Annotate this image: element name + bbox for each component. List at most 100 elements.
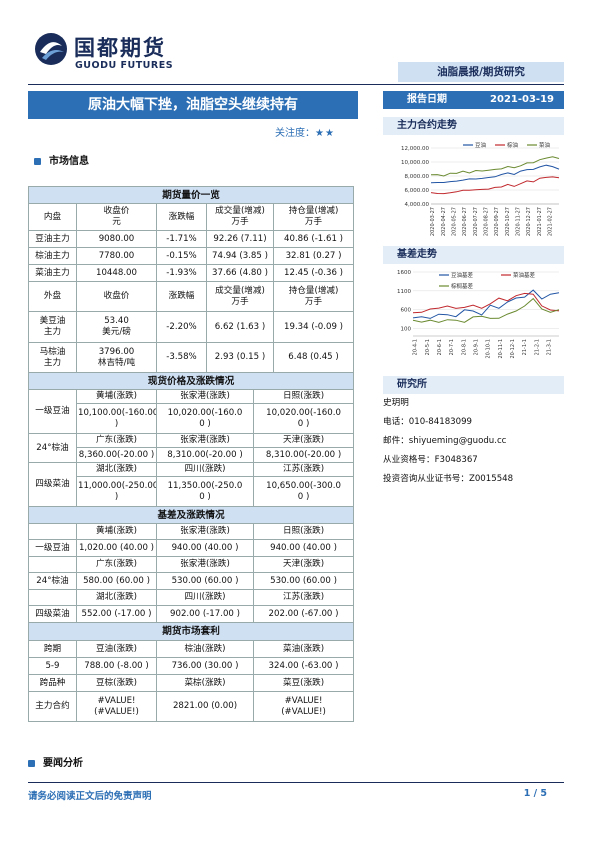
basis-trend-heading: 基差走势 [383,246,564,264]
x-tick-label: 20-10-1 [486,339,492,359]
header-domestic: 内盘 [28,203,77,231]
x-tick-label: 2020-10-27 [505,207,511,236]
main-contract-trend-heading: 主力合约走势 [383,117,564,135]
series-line-1 [430,176,560,195]
basis-chart: 100 600 1100 1600 20-4-1 20-5-1 20-6-1 20-7-1 2… [397,270,560,359]
header-change: 涨跌幅 [156,203,207,231]
legend-label: 豆油基差 [451,271,474,279]
series-line-1 [412,292,560,314]
x-tick-label: 2020-11-27 [516,207,522,236]
table-row: 马棕油 主力 3796.00 林吉特/吨 -3.58% 2.93 (0.15 ) 6… [28,342,355,373]
x-tick-label: 20-9-1 [473,339,479,355]
brand-name-en: GUODU FUTURES [75,60,174,71]
table-row: 主力合约 #VALUE! (#VALUE!) 2821.00 (0.00) #VA… [28,691,355,722]
x-tick-label: 21-1-1 [522,339,528,355]
x-tick-label: 2020-04-27 [441,207,447,236]
y-tick-label: 10,000.00 [401,160,429,166]
attention-label: 关注度： [275,128,315,139]
brand-name-cn: 国都期货 [74,36,166,60]
header-oi: 持仓量(增减) 万手 [272,203,355,231]
x-tick-label: 20-4-1 [413,339,419,355]
researcher-email[interactable]: 邮件：shiyueming@guodu.cc [383,436,507,446]
x-tick-label: 20-8-1 [461,339,467,355]
table-row: 10,100.00(-160.00) 10,020.00(-160.0 0 ) 1… [29,403,355,434]
attention-rating: 关注度：★★ [275,124,335,139]
legend-label: 豆油 [475,141,487,149]
series-line-2 [430,156,560,177]
arbitrage-title: 期货市场套利 [27,622,355,641]
y-tick-label: 600 [401,308,412,314]
x-tick-label: 21-3-1 [546,339,552,355]
x-tick-label: 20-6-1 [437,339,443,355]
researcher-phone: 电话：010-84183099 [383,417,473,427]
guodu-logo-icon [35,33,67,65]
x-tick-label: 20-7-1 [449,339,455,355]
table-row: 5-9 788.00 (-8.00 ) 736.00 (30.00 ) 324.00 … [28,657,355,675]
researcher-advisor: 投资咨询从业证书号：Z0015548 [383,474,514,484]
table-row: 24°棕油 580.00 (60.00 ) 530.00 (60.00 ) 530.0… [28,572,355,590]
table-row: 豆油主力 9080.00 -1.71% 92.26 (7.11) 40.86 (-1.6… [28,230,355,248]
table-row: 四级菜油 552.00 (-17.00 ) 902.00 (-17.00 ) 202.… [28,605,355,623]
researcher-info: 史玥明 电话：010-84183099 邮件：shiyueming@guodu.… [383,394,564,489]
spot-title: 现货价格及涨跌情况 [27,372,355,390]
main-contract-chart: 4,000.00 6,000.00 8,000.00 10,000.00 12,000.… [401,141,560,236]
table-row: 棕油主力 7780.00 -0.15% 74.94 (3.85 ) 32.81 (0.2… [28,247,355,265]
table-row: 一级豆油 1,020.00 (40.00 ) 940.00 (40.00 ) 940.… [28,539,355,557]
y-tick-label: 6,000.00 [405,188,430,194]
x-tick-label: 20-11-1 [498,339,504,359]
researcher-name: 史玥明 [383,398,409,408]
header-volume: 成交量(增减) 万手 [206,203,274,231]
y-tick-label: 1600 [397,270,411,276]
report-title: 原油大幅下挫，油脂空头继续持有 [28,91,358,119]
report-date-label: 报告日期 [407,94,447,105]
x-tick-label: 20-12-1 [510,339,516,359]
futures-title: 期货量价一览 [27,186,355,204]
x-tick-label: 2021-02-27 [548,207,554,236]
series-line-2 [412,297,560,323]
table-row: 8,360.00(-20.00 ) 8,310.00(-20.00 ) 8,31… [29,447,355,463]
y-tick-label: 4,000.00 [405,202,430,208]
y-tick-label: 8,000.00 [405,174,430,180]
legend-label: 棕油 [507,141,519,149]
futures-table: 期货量价一览 内盘 收盘价元 涨跌幅 成交量(增减) 万手 持仓量(增减) 万手 豆… [27,186,355,722]
page-number: 1 / 5 [523,788,547,799]
footer-disclaimer: 请务必阅读正文后的免责声明 [28,791,152,802]
y-tick-label: 100 [401,326,412,332]
report-type-label: 油脂晨报/期货研究 [398,62,564,82]
legend-label: 菜油基差 [513,271,536,279]
researcher-cert: 从业资格号：F3048367 [383,455,478,465]
basis-title: 基差及涨跌情况 [27,506,355,524]
legend-label: 菜油 [539,141,551,149]
table-row: 11,000.00(-250.00) 11,350.00(-250.0 0 ) 1… [29,476,355,507]
research-heading: 研究所 [383,376,564,394]
brand-logo: 国都期货 GUODU FUTURES [34,30,184,76]
x-tick-label: 20-5-1 [425,339,431,355]
x-tick-label: 2021-01-27 [537,207,543,236]
x-tick-label: 2020-03-27 [430,207,436,236]
y-tick-label: 12,000.00 [401,146,429,152]
legend-label: 棕榈基差 [451,282,474,290]
report-date-band: 报告日期 2021-03-19 [383,91,564,109]
footer-divider [28,782,564,783]
x-tick-label: 2020-12-27 [526,207,532,236]
series-line-0 [412,289,560,319]
x-tick-label: 2020-09-27 [494,207,500,236]
header-foreign: 外盘 [28,281,77,312]
table-row: 美豆油 主力 53.40 美元/磅 -2.20% 6.62 (1.63 ) 19.3… [28,311,355,343]
x-tick-label: 2020-05-27 [452,207,458,236]
attention-stars: ★★ [315,128,335,139]
header-divider [28,84,564,85]
section-bullet-icon [34,157,41,165]
header-close: 收盘价元 [76,203,157,231]
table-row: 菜油主力 10448.00 -1.93% 37.66 (4.80 ) 12.45 (-0… [28,264,355,282]
series-line-0 [430,164,560,184]
x-tick-label: 2020-07-27 [473,207,479,236]
market-info-heading: 市场信息 [34,152,89,167]
x-tick-label: 2020-06-27 [462,207,468,236]
section-bullet-icon [28,759,35,767]
y-tick-label: 1100 [397,289,411,295]
news-analysis-heading: 要闻分析 [28,754,83,769]
x-tick-label: 21-2-1 [534,339,540,355]
report-date-value: 2021-03-19 [490,94,554,105]
x-tick-label: 2020-08-27 [484,207,490,236]
